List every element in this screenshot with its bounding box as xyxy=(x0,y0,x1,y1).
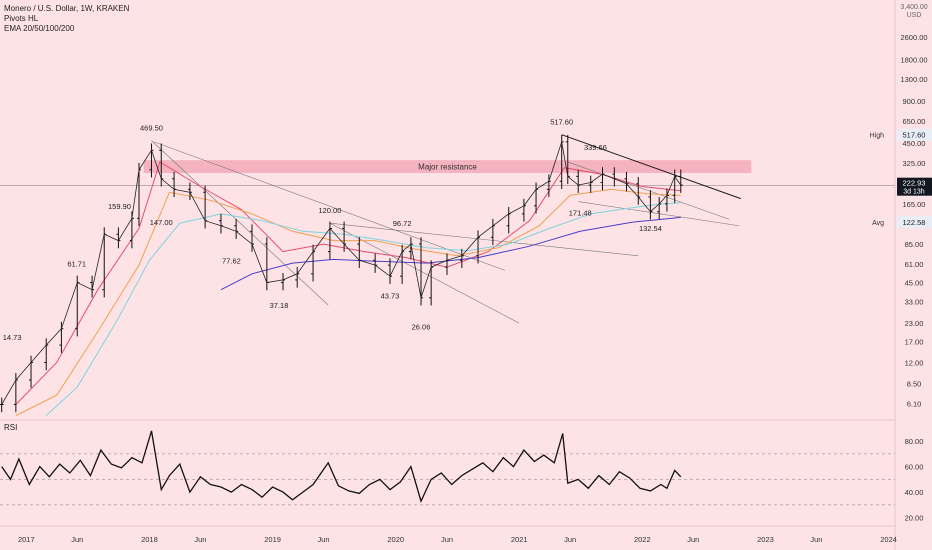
time-tick-label: 2023 xyxy=(757,535,774,544)
price-tick-label: 8.50 xyxy=(907,379,922,388)
price-tick-label: 23.00 xyxy=(905,319,924,328)
pivot-label: 43.73 xyxy=(381,291,400,300)
rsi-tick-label: 20.00 xyxy=(905,514,924,523)
price-tick-label: 61.00 xyxy=(905,260,924,269)
pivot-label: 159.90 xyxy=(108,202,131,211)
time-tick-label: 2020 xyxy=(387,535,404,544)
price-badge-value: 222.93 xyxy=(903,179,926,188)
ema-line-0 xyxy=(15,161,681,405)
time-tick-label: Jun xyxy=(441,535,453,544)
legend-symbol: Monero / U.S. Dollar, 1W, KRAKEN xyxy=(4,4,130,13)
trendline-4 xyxy=(329,222,639,257)
price-tick-label: 85.00 xyxy=(905,240,924,249)
rsi-title: RSI xyxy=(4,423,17,432)
rsi-tick-label: 80.00 xyxy=(905,437,924,446)
trendline-3 xyxy=(329,222,520,324)
price-tick-label: 6.10 xyxy=(907,399,922,408)
price-tick-label: 17.00 xyxy=(905,337,924,346)
pivot-label: 147.00 xyxy=(150,218,173,227)
time-tick-label: Jun xyxy=(564,535,576,544)
ema-line-2 xyxy=(45,202,681,416)
price-badge-countdown: 3d 13h xyxy=(903,189,925,196)
pivot-label: 96.72 xyxy=(393,219,412,228)
pivot-label: 469.50 xyxy=(140,124,163,133)
price-axis-unit-top: 3,400.00 xyxy=(900,4,927,11)
price-tick-label: 2600.00 xyxy=(900,33,927,42)
pivot-label: 14.73 xyxy=(3,333,22,342)
price-axis-unit-currency: USD xyxy=(907,12,922,19)
ema-line-3 xyxy=(220,216,681,291)
pivot-label: 132.54 xyxy=(639,224,662,233)
price-tick-label: 650.00 xyxy=(903,117,926,126)
price-badge-tag: Avg xyxy=(872,220,884,227)
time-tick-label: 2021 xyxy=(511,535,528,544)
price-badge-value: 517.60 xyxy=(903,131,926,140)
pivot-label: 77.62 xyxy=(222,257,241,266)
time-tick-label: 2018 xyxy=(141,535,158,544)
time-tick-label: 2017 xyxy=(18,535,35,544)
time-tick-label: Jun xyxy=(194,535,206,544)
legend-ema-indicator: EMA 20/50/100/200 xyxy=(4,24,75,33)
pivot-label: 26.06 xyxy=(412,323,431,332)
price-tick-label: 1300.00 xyxy=(900,75,927,84)
price-badge-tag: High xyxy=(870,133,885,140)
trendline-1 xyxy=(151,140,329,306)
rsi-tick-label: 40.00 xyxy=(905,488,924,497)
trendline-6 xyxy=(578,201,740,227)
time-tick-label: Jun xyxy=(317,535,329,544)
pivot-label: 171.48 xyxy=(569,209,592,218)
time-tick-label: Jun xyxy=(687,535,699,544)
pivot-label: 61.71 xyxy=(67,259,86,268)
pivot-label: 37.18 xyxy=(270,301,289,310)
rsi-tick-label: 60.00 xyxy=(905,463,924,472)
price-tick-label: 325.00 xyxy=(903,159,926,168)
price-line xyxy=(1,141,682,405)
price-tick-label: 165.00 xyxy=(903,200,926,209)
price-tick-label: 45.00 xyxy=(905,279,924,288)
time-tick-label: Jun xyxy=(71,535,83,544)
pivot-label: 517.60 xyxy=(550,118,573,127)
time-tick-label: Jun xyxy=(810,535,822,544)
price-badge-bg xyxy=(897,128,932,141)
price-badge-bg xyxy=(897,177,932,196)
time-tick-label: 2022 xyxy=(634,535,651,544)
pivot-label: 120.00 xyxy=(318,206,341,215)
price-badge-bg xyxy=(897,215,932,228)
price-tick-label: 33.00 xyxy=(905,297,924,306)
resistance-zone-label: Major resistance xyxy=(418,163,477,172)
price-tick-label: 1800.00 xyxy=(900,55,927,64)
price-tick-label: 12.00 xyxy=(905,359,924,368)
price-badge-value: 122.58 xyxy=(903,218,926,227)
rsi-line xyxy=(1,430,682,503)
trendline-5 xyxy=(567,161,730,220)
price-tick-label: 900.00 xyxy=(903,97,926,106)
resistance-zone xyxy=(143,160,752,173)
legend-pivots-indicator: Pivots HL xyxy=(4,14,39,23)
ema-line-1 xyxy=(15,188,681,416)
chart-legend: Monero / U.S. Dollar, 1W, KRAKEN Pivots … xyxy=(4,4,129,34)
pivot-label: 339.66 xyxy=(584,143,607,152)
trendline-0 xyxy=(561,134,741,200)
time-tick-label: 2019 xyxy=(264,535,281,544)
time-tick-label: 2024 xyxy=(880,535,897,544)
price-tick-label: 450.00 xyxy=(903,139,926,148)
